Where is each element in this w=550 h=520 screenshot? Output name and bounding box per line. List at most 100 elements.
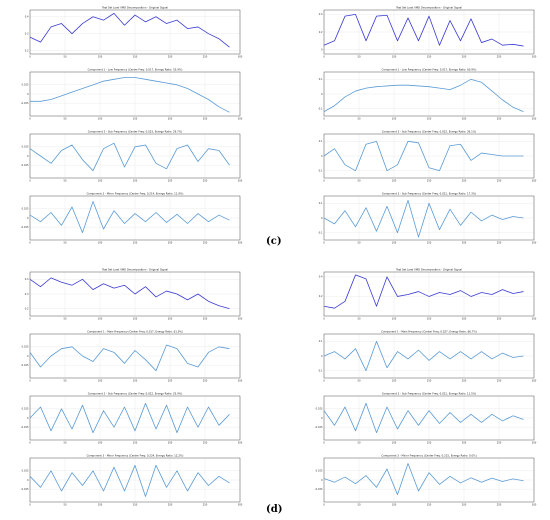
subplot-title: Test Set Load VMD Decomposition - Origin… — [102, 6, 168, 10]
subplot-c-0-1: Component 1 - Low Frequency (Center Freq… — [21, 68, 243, 121]
x-tick-label: 300 — [238, 380, 243, 383]
x-tick-label: 100 — [98, 180, 103, 183]
subplot-d-0-2: Component 2 - Sub Frequency (Center Freq… — [21, 392, 243, 445]
x-tick-label: 200 — [462, 56, 467, 59]
x-tick-label: 50 — [357, 504, 361, 507]
y-tick-label: 0.1 — [319, 140, 323, 143]
plot-frame — [29, 333, 241, 379]
y-tick-label: 0.1 — [319, 340, 323, 343]
x-tick-label: 250 — [497, 118, 502, 121]
series-line — [29, 277, 230, 310]
subplot-c-1-3: Component 3 - Sub Frequency (Center Freq… — [318, 192, 537, 245]
subplot-title: Test Set Load VMD Decomposition - Origin… — [396, 268, 462, 272]
x-tick-label: 50 — [357, 442, 361, 445]
x-tick-label: 50 — [63, 380, 67, 383]
x-tick-label: 150 — [427, 504, 432, 507]
x-tick-label: 100 — [98, 318, 103, 321]
x-tick-label: 50 — [357, 180, 361, 183]
y-tick-label: 0.4 — [25, 278, 29, 281]
y-tick-label: 0.025 — [22, 146, 29, 149]
subplot-c-1-2: Component 2 - Sub Frequency (Center Freq… — [318, 130, 537, 183]
x-tick-label: 250 — [497, 242, 502, 245]
x-tick-label: 100 — [98, 118, 103, 121]
series-line — [323, 13, 524, 47]
y-tick-label: 0 — [27, 155, 29, 158]
subplot-d-0-3: Component 3 - Minor Frequency (Center Fr… — [21, 454, 243, 507]
x-tick-label: 300 — [532, 242, 537, 245]
y-tick-label: -0.025 — [21, 426, 29, 429]
x-tick-label: 200 — [168, 56, 173, 59]
x-tick-label: 50 — [63, 242, 67, 245]
x-tick-label: 200 — [462, 380, 467, 383]
plot-frame — [323, 9, 535, 55]
series-line — [30, 77, 230, 113]
y-tick-label: 0.4 — [25, 16, 29, 19]
y-tick-label: 0 — [321, 93, 323, 96]
x-tick-label: 150 — [427, 380, 432, 383]
y-tick-label: 0 — [321, 355, 323, 358]
x-tick-label: 0 — [29, 242, 31, 245]
x-tick-label: 50 — [63, 56, 67, 59]
x-tick-label: 100 — [392, 504, 397, 507]
subplot-title: Component 1 - Low Frequency (Center Freq… — [88, 68, 183, 72]
y-tick-label: 0.3 — [25, 32, 29, 35]
subplot-c-0-3: Component 3 - Minor Frequency (Center Fr… — [21, 192, 243, 245]
x-tick-label: 200 — [462, 318, 467, 321]
x-tick-label: 300 — [238, 318, 243, 321]
subplot-c-0-0: Test Set Load VMD Decomposition - Origin… — [25, 6, 243, 59]
x-tick-label: 150 — [133, 180, 138, 183]
subplot-d-1-3: Component 3 - Minor Frequency (Center Fr… — [315, 454, 537, 507]
subplot-title: Component 1 - Main Frequency (Center Fre… — [87, 330, 183, 334]
x-tick-label: 300 — [238, 56, 243, 59]
x-tick-label: 200 — [168, 242, 173, 245]
series-line — [29, 201, 230, 234]
subplot-title: Component 3 - Minor Frequency (Center Fr… — [87, 192, 184, 196]
y-tick-label: 0.4 — [319, 276, 323, 279]
y-tick-label: -0.1 — [318, 231, 323, 234]
y-tick-label: 0 — [321, 417, 323, 420]
plot-frame — [29, 71, 241, 117]
x-tick-label: 100 — [392, 180, 397, 183]
x-tick-label: 250 — [497, 504, 502, 507]
y-tick-label: 0.1 — [319, 78, 323, 81]
y-tick-label: 0.025 — [22, 208, 29, 211]
x-tick-label: 100 — [392, 242, 397, 245]
subplot-c-0-2: Component 2 - Sub Frequency (Center Freq… — [21, 130, 243, 183]
y-tick-label: 0 — [321, 217, 323, 220]
x-tick-label: 250 — [497, 442, 502, 445]
x-tick-label: 300 — [532, 442, 537, 445]
x-tick-label: 0 — [323, 56, 325, 59]
x-tick-label: 150 — [133, 442, 138, 445]
plot-frame — [29, 457, 241, 503]
subplot-title: Test Set Load VMD Decomposition - Origin… — [102, 268, 168, 272]
x-tick-label: 300 — [532, 318, 537, 321]
x-tick-label: 100 — [98, 56, 103, 59]
x-tick-label: 0 — [323, 180, 325, 183]
subplot-title: Component 2 - Sub Frequency (Center Freq… — [382, 392, 477, 396]
y-tick-label: 0.2 — [319, 31, 323, 34]
x-tick-label: 0 — [323, 380, 325, 383]
x-tick-label: 300 — [532, 504, 537, 507]
subplot-c-1-1: Component 1 - Low Frequency (Center Freq… — [318, 68, 537, 121]
x-tick-label: 250 — [203, 56, 208, 59]
y-tick-label: 0 — [27, 417, 29, 420]
x-tick-label: 250 — [203, 180, 208, 183]
x-tick-label: 0 — [29, 380, 31, 383]
y-tick-label: -0.025 — [21, 364, 29, 367]
x-tick-label: 250 — [203, 380, 208, 383]
x-tick-label: 250 — [203, 242, 208, 245]
plot-frame — [29, 195, 241, 241]
x-tick-label: 0 — [323, 504, 325, 507]
series-line — [323, 340, 524, 372]
x-tick-label: 200 — [462, 242, 467, 245]
y-tick-label: 0.025 — [316, 470, 323, 473]
x-tick-label: 0 — [29, 504, 31, 507]
x-tick-label: 300 — [238, 180, 243, 183]
y-tick-label: -0.1 — [318, 169, 323, 172]
x-tick-label: 200 — [168, 504, 173, 507]
x-tick-label: 300 — [532, 56, 537, 59]
y-tick-label: 0 — [321, 479, 323, 482]
x-tick-label: 200 — [168, 318, 173, 321]
x-tick-label: 150 — [427, 118, 432, 121]
